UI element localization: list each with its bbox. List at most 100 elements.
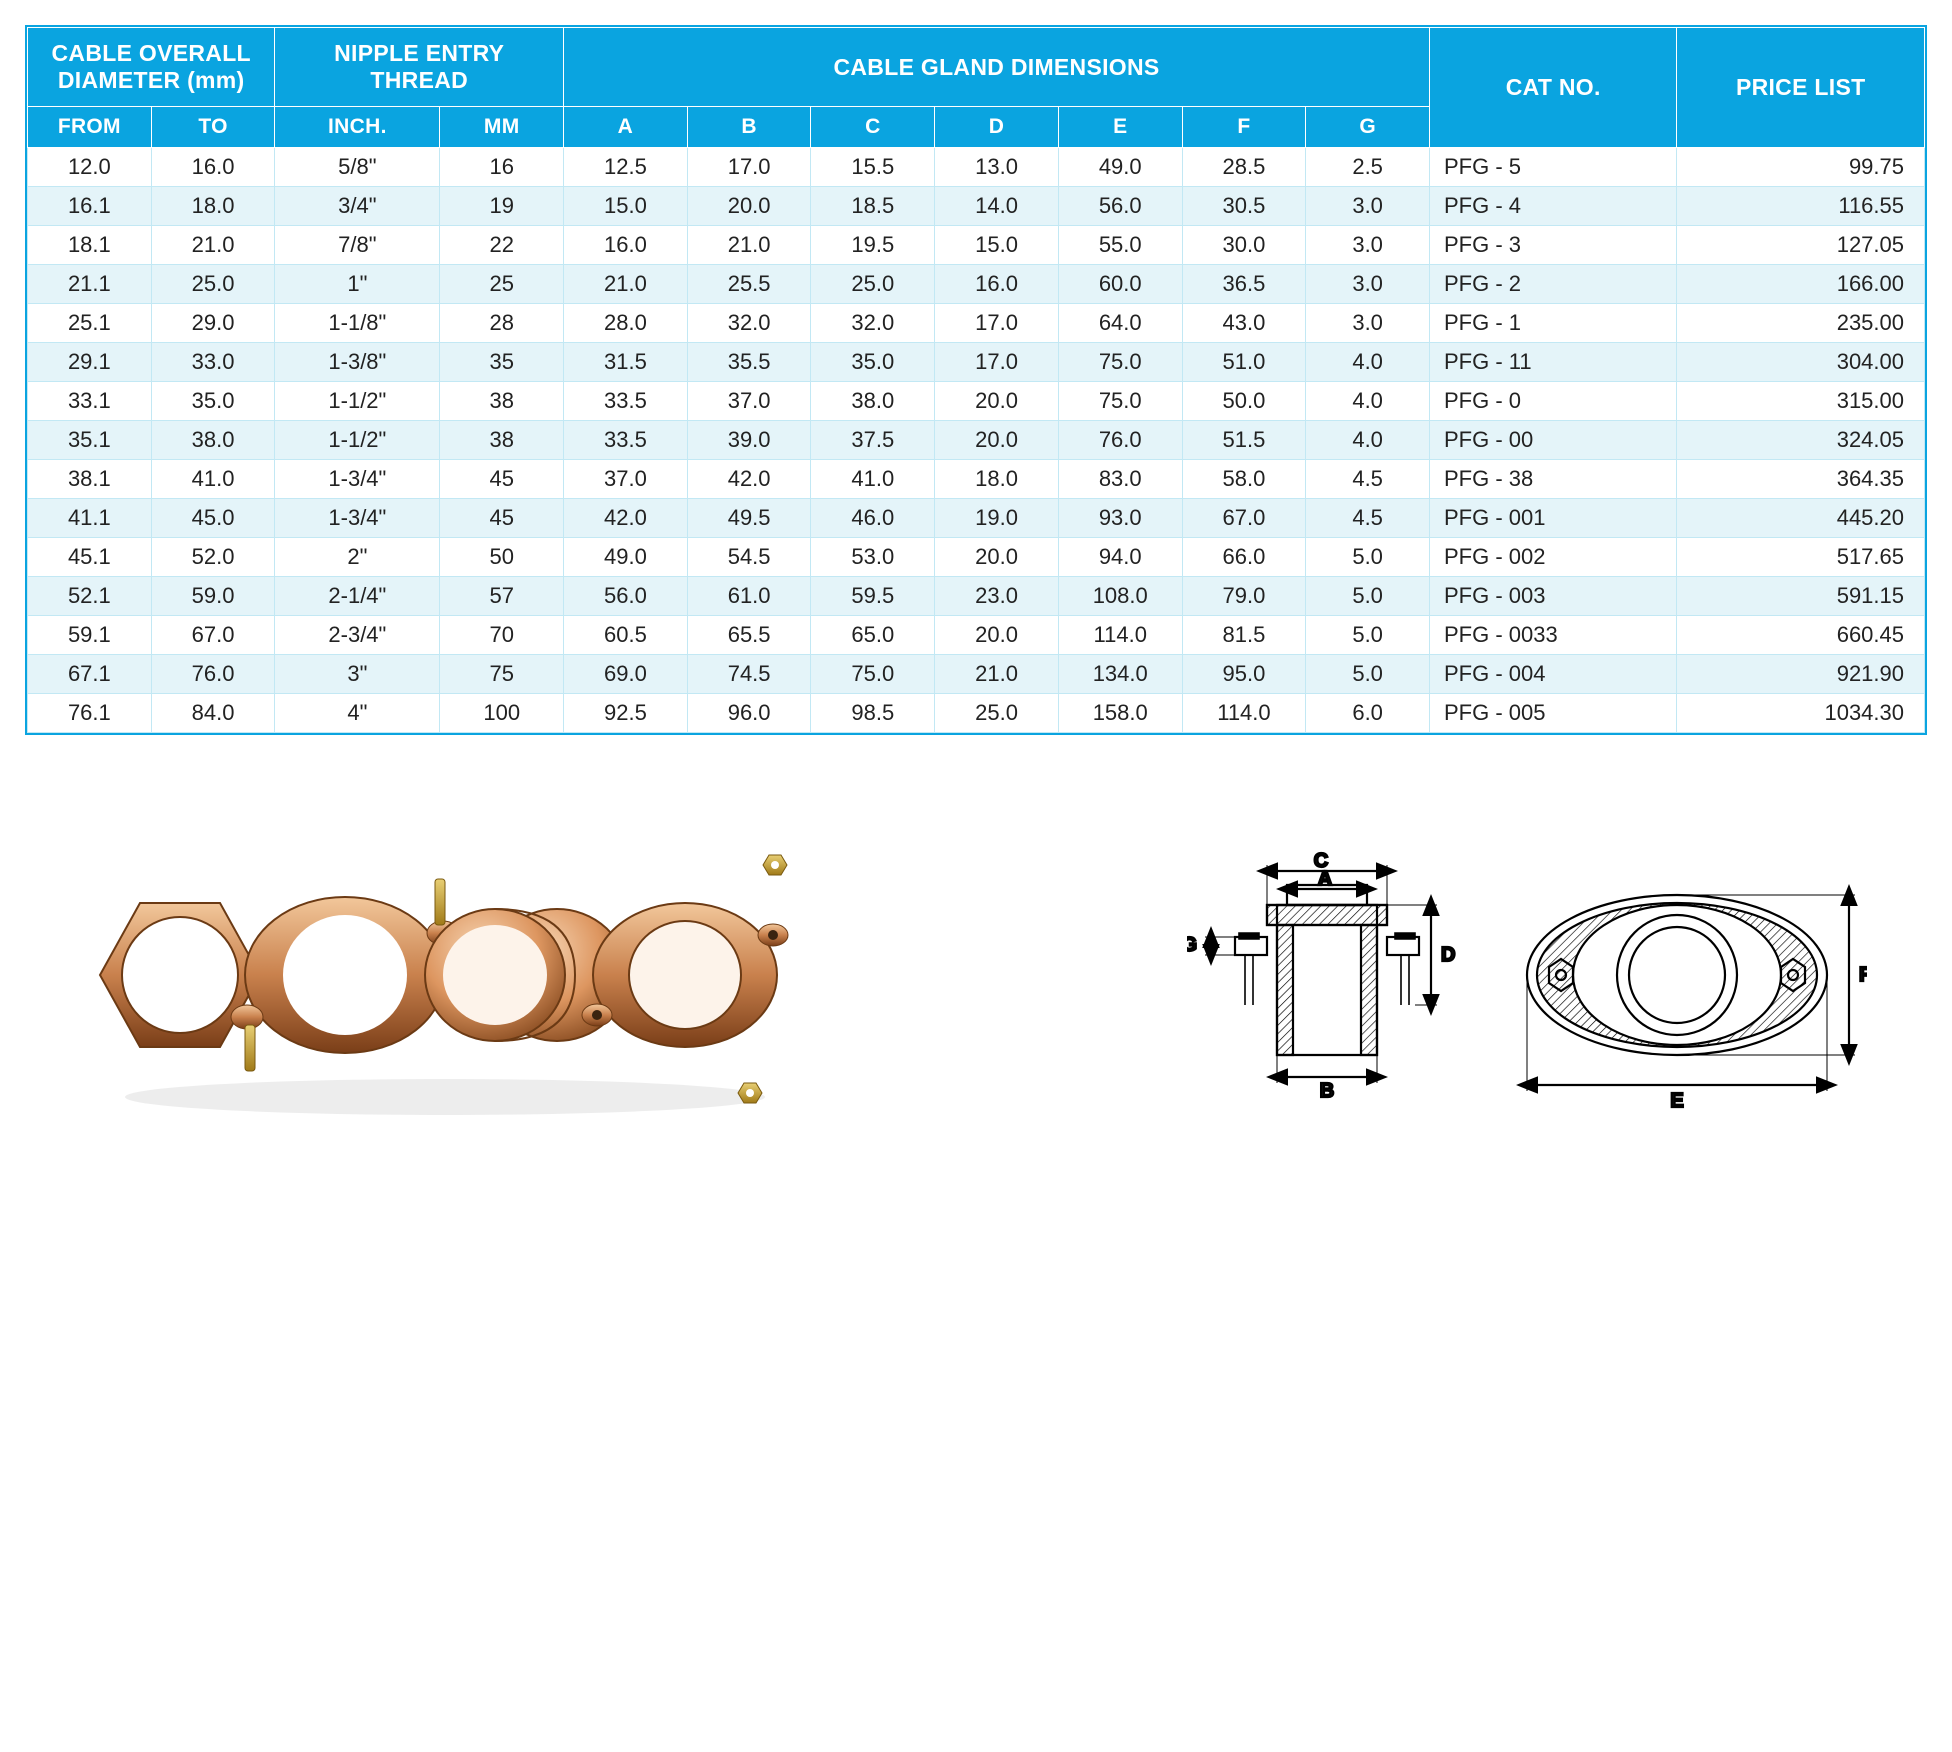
table-row: 25.129.01-1/8"2828.032.032.017.064.043.0… <box>28 304 1925 343</box>
table-cell: 41.1 <box>28 499 152 538</box>
table-cell: 92.5 <box>564 694 688 733</box>
table-cell: 5.0 <box>1306 538 1430 577</box>
figures-row: C A B D <box>25 825 1927 1125</box>
table-cell: 25.1 <box>28 304 152 343</box>
table-cell: 41.0 <box>151 460 275 499</box>
table-cell: 21.0 <box>151 226 275 265</box>
table-cell: 52.0 <box>151 538 275 577</box>
table-cell: 15.0 <box>564 187 688 226</box>
table-cell: 32.0 <box>687 304 811 343</box>
table-cell: 21.1 <box>28 265 152 304</box>
table-cell: 18.1 <box>28 226 152 265</box>
table-cell: 29.1 <box>28 343 152 382</box>
spec-table-head: CABLE OVERALL DIAMETER (mm) NIPPLE ENTRY… <box>28 28 1925 148</box>
table-row: 38.141.01-3/4"4537.042.041.018.083.058.0… <box>28 460 1925 499</box>
table-cell: 12.0 <box>28 148 152 187</box>
table-cell: 50 <box>440 538 564 577</box>
table-cell: 35.0 <box>151 382 275 421</box>
table-row: 16.118.03/4"1915.020.018.514.056.030.53.… <box>28 187 1925 226</box>
table-cell: 108.0 <box>1058 577 1182 616</box>
table-cell: 76.0 <box>1058 421 1182 460</box>
table-cell: PFG - 0 <box>1429 382 1676 421</box>
table-cell: 14.0 <box>935 187 1059 226</box>
table-cell: PFG - 1 <box>1429 304 1676 343</box>
table-cell: 16.1 <box>28 187 152 226</box>
table-cell: 127.05 <box>1677 226 1925 265</box>
table-cell: 33.5 <box>564 421 688 460</box>
table-cell: 30.0 <box>1182 226 1306 265</box>
table-cell: 660.45 <box>1677 616 1925 655</box>
table-cell: 35.1 <box>28 421 152 460</box>
table-row: 18.121.07/8"2216.021.019.515.055.030.03.… <box>28 226 1925 265</box>
table-cell: 304.00 <box>1677 343 1925 382</box>
table-row: 76.184.04"10092.596.098.525.0158.0114.06… <box>28 694 1925 733</box>
table-cell: 55.0 <box>1058 226 1182 265</box>
table-cell: 16.0 <box>564 226 688 265</box>
table-cell: 114.0 <box>1182 694 1306 733</box>
table-cell: 37.0 <box>564 460 688 499</box>
table-cell: 33.0 <box>151 343 275 382</box>
header-cat-no: CAT NO. <box>1429 28 1676 148</box>
table-cell: 31.5 <box>564 343 688 382</box>
table-cell: PFG - 0033 <box>1429 616 1676 655</box>
table-cell: 5.0 <box>1306 577 1430 616</box>
table-cell: 591.15 <box>1677 577 1925 616</box>
table-cell: 30.5 <box>1182 187 1306 226</box>
table-cell: 35.5 <box>687 343 811 382</box>
header-nipple-thread: NIPPLE ENTRY THREAD <box>275 28 564 107</box>
table-cell: 32.0 <box>811 304 935 343</box>
table-cell: 4.0 <box>1306 343 1430 382</box>
table-cell: 60.0 <box>1058 265 1182 304</box>
table-cell: PFG - 005 <box>1429 694 1676 733</box>
table-row: 45.152.02"5049.054.553.020.094.066.05.0P… <box>28 538 1925 577</box>
table-cell: 17.0 <box>935 304 1059 343</box>
table-cell: PFG - 001 <box>1429 499 1676 538</box>
table-cell: 25 <box>440 265 564 304</box>
table-cell: 67.0 <box>151 616 275 655</box>
table-cell: 16.0 <box>935 265 1059 304</box>
table-cell: 15.5 <box>811 148 935 187</box>
table-cell: 20.0 <box>935 538 1059 577</box>
table-cell: 3.0 <box>1306 265 1430 304</box>
table-cell: 58.0 <box>1182 460 1306 499</box>
table-cell: 315.00 <box>1677 382 1925 421</box>
table-cell: 59.5 <box>811 577 935 616</box>
table-cell: 65.5 <box>687 616 811 655</box>
table-cell: 59.0 <box>151 577 275 616</box>
header-price-list: PRICE LIST <box>1677 28 1925 148</box>
table-cell: 49.0 <box>1058 148 1182 187</box>
table-cell: 20.0 <box>687 187 811 226</box>
header-b: B <box>687 107 811 148</box>
table-cell: 2" <box>275 538 440 577</box>
table-cell: 45.1 <box>28 538 152 577</box>
table-cell: 61.0 <box>687 577 811 616</box>
table-cell: 49.5 <box>687 499 811 538</box>
table-cell: 76.1 <box>28 694 152 733</box>
table-row: 35.138.01-1/2"3833.539.037.520.076.051.5… <box>28 421 1925 460</box>
table-cell: 94.0 <box>1058 538 1182 577</box>
dimension-diagram: C A B D <box>1187 825 1867 1125</box>
table-cell: PFG - 002 <box>1429 538 1676 577</box>
table-cell: 65.0 <box>811 616 935 655</box>
table-cell: 19.5 <box>811 226 935 265</box>
table-cell: PFG - 004 <box>1429 655 1676 694</box>
table-cell: 364.35 <box>1677 460 1925 499</box>
product-photo-svg <box>85 825 805 1125</box>
header-a: A <box>564 107 688 148</box>
table-cell: 33.5 <box>564 382 688 421</box>
table-cell: 37.0 <box>687 382 811 421</box>
table-cell: 4.0 <box>1306 382 1430 421</box>
table-row: 33.135.01-1/2"3833.537.038.020.075.050.0… <box>28 382 1925 421</box>
table-cell: PFG - 38 <box>1429 460 1676 499</box>
table-cell: 1-3/4" <box>275 499 440 538</box>
table-cell: 59.1 <box>28 616 152 655</box>
table-cell: 324.05 <box>1677 421 1925 460</box>
table-cell: 70 <box>440 616 564 655</box>
table-cell: 43.0 <box>1182 304 1306 343</box>
table-cell: 75.0 <box>1058 382 1182 421</box>
table-cell: 25.5 <box>687 265 811 304</box>
table-cell: 28.0 <box>564 304 688 343</box>
table-cell: 6.0 <box>1306 694 1430 733</box>
table-cell: PFG - 00 <box>1429 421 1676 460</box>
table-cell: 74.5 <box>687 655 811 694</box>
